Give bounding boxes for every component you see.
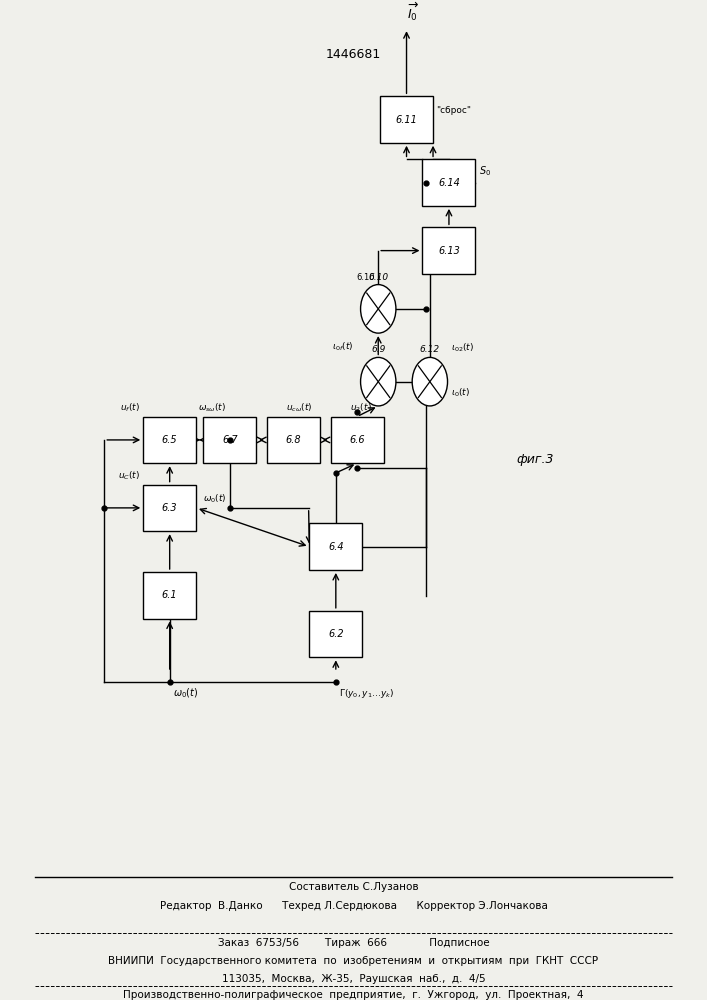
Text: $\iota_0(t)$: $\iota_0(t)$ xyxy=(451,387,470,399)
Text: 6.10: 6.10 xyxy=(356,273,375,282)
Text: 6.6: 6.6 xyxy=(349,435,365,445)
Text: $\Gamma(y_0, y_1 \ldots y_k)$: $\Gamma(y_0, y_1 \ldots y_k)$ xyxy=(339,687,395,700)
Bar xyxy=(422,227,475,274)
Text: Производственно-полиграфическое  предприятие,  г.  Ужгород,  ул.  Проектная,  4: Производственно-полиграфическое предприя… xyxy=(123,990,584,1000)
Text: Составитель С.Лузанов: Составитель С.Лузанов xyxy=(288,882,419,892)
Text: 6.14: 6.14 xyxy=(438,178,460,188)
Text: 6.8: 6.8 xyxy=(286,435,301,445)
Text: "сброс": "сброс" xyxy=(436,106,472,115)
Text: 6.5: 6.5 xyxy=(162,435,177,445)
Text: $\omega_0(t)$: $\omega_0(t)$ xyxy=(204,492,227,505)
Text: 1446681: 1446681 xyxy=(326,48,381,61)
Circle shape xyxy=(412,357,448,406)
Text: $\omega_0(t)$: $\omega_0(t)$ xyxy=(173,687,199,700)
Text: 6.10: 6.10 xyxy=(368,273,388,282)
Circle shape xyxy=(361,357,396,406)
Text: Заказ  6753/56        Тираж  666             Подписное: Заказ 6753/56 Тираж 666 Подписное xyxy=(218,938,489,948)
Bar xyxy=(380,96,433,143)
Bar xyxy=(143,485,196,531)
Text: 6.12: 6.12 xyxy=(420,345,440,354)
Text: 6.11: 6.11 xyxy=(396,115,417,125)
Bar xyxy=(422,159,475,206)
Text: фиг.3: фиг.3 xyxy=(516,453,554,466)
Bar xyxy=(309,611,362,657)
Text: $\iota_{0f}(t)$: $\iota_{0f}(t)$ xyxy=(332,340,354,353)
Text: 113035,  Москва,  Ж-35,  Раушская  наб.,  д.  4/5: 113035, Москва, Ж-35, Раушская наб., д. … xyxy=(222,974,485,984)
Text: 6.3: 6.3 xyxy=(162,503,177,513)
Text: $\overrightarrow{I_0}$: $\overrightarrow{I_0}$ xyxy=(407,1,420,23)
Circle shape xyxy=(361,285,396,333)
Text: 6.7: 6.7 xyxy=(222,435,238,445)
Bar xyxy=(267,417,320,463)
Text: 6.2: 6.2 xyxy=(328,629,344,639)
Bar xyxy=(330,417,383,463)
Text: $u_{c\omega}(t)$: $u_{c\omega}(t)$ xyxy=(286,401,312,414)
Text: ВНИИПИ  Государственного комитета  по  изобретениям  и  открытиям  при  ГКНТ  СС: ВНИИПИ Государственного комитета по изоб… xyxy=(108,956,599,966)
Bar xyxy=(143,417,196,463)
Text: $S_0$: $S_0$ xyxy=(479,164,491,178)
Text: 6.13: 6.13 xyxy=(438,246,460,256)
Bar xyxy=(143,572,196,619)
Text: Редактор  В.Данко      Техред Л.Сердюкова      Корректор Э.Лончакова: Редактор В.Данко Техред Л.Сердюкова Корр… xyxy=(160,901,547,911)
Bar xyxy=(204,417,256,463)
Text: $u_2(t)$: $u_2(t)$ xyxy=(350,401,372,414)
Text: 6.1: 6.1 xyxy=(162,590,177,600)
Text: $u_f(t)$: $u_f(t)$ xyxy=(119,401,139,414)
Text: 6.4: 6.4 xyxy=(328,542,344,552)
Text: $\iota_{02}(t)$: $\iota_{02}(t)$ xyxy=(451,342,474,354)
Text: 6.9: 6.9 xyxy=(371,345,385,354)
Text: $u_C(t)$: $u_C(t)$ xyxy=(117,469,139,482)
Bar xyxy=(309,523,362,570)
Text: $\omega_{s\omega}(t)$: $\omega_{s\omega}(t)$ xyxy=(198,401,226,414)
